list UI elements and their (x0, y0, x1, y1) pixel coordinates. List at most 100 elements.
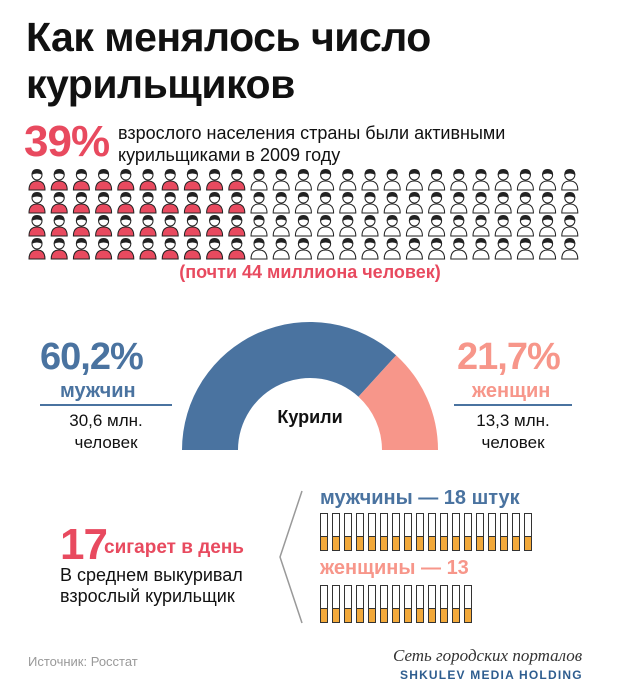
person-icon-smoker (228, 169, 246, 191)
person-icon-smoker (117, 215, 135, 237)
person-icon (317, 238, 335, 260)
person-icon (539, 238, 557, 260)
person-icon-smoker (139, 215, 157, 237)
person-icon (405, 238, 423, 260)
person-icon (317, 192, 335, 214)
person-icon (472, 238, 490, 260)
bracket-icon (279, 490, 303, 624)
women-divider (454, 404, 572, 406)
cigarette-icon (392, 513, 400, 551)
person-icon-smoker (183, 215, 201, 237)
person-icon (561, 169, 579, 191)
cigarette-icon (512, 513, 520, 551)
men-divider (40, 404, 172, 406)
person-icon (361, 192, 379, 214)
person-icon-smoker (28, 215, 46, 237)
cigarette-icon (488, 513, 496, 551)
adult-smoker-description: взрослого населения страны были активным… (118, 123, 506, 165)
person-icon-smoker (206, 215, 224, 237)
person-icon-smoker (161, 169, 179, 191)
cigarette-icon (404, 513, 412, 551)
person-icon (494, 238, 512, 260)
person-icon (472, 215, 490, 237)
cigarette-icon (320, 513, 328, 551)
smokers-gauge (182, 322, 438, 450)
person-icon-smoker (161, 192, 179, 214)
person-icon (561, 192, 579, 214)
cigarette-icon (332, 513, 340, 551)
cigarette-icon (320, 585, 328, 623)
person-icon (339, 215, 357, 237)
person-icon-smoker (183, 238, 201, 260)
women-label: женщин (472, 380, 551, 402)
person-icon (472, 192, 490, 214)
person-icon (539, 169, 557, 191)
person-icon (516, 169, 534, 191)
cigarette-icon (428, 513, 436, 551)
person-icon-smoker (50, 238, 68, 260)
cigarette-icon (332, 585, 340, 623)
person-icon (250, 215, 268, 237)
person-icon (561, 238, 579, 260)
person-icon (383, 192, 401, 214)
cigarette-icon (368, 585, 376, 623)
brand-logo: SHKULEV MEDIA HOLDING (400, 668, 583, 682)
cigarette-icon (464, 585, 472, 623)
person-icon-smoker (28, 238, 46, 260)
cigarette-icon (452, 513, 460, 551)
cigarette-icon (356, 585, 364, 623)
person-icon (383, 215, 401, 237)
person-icon (405, 169, 423, 191)
person-icon (294, 238, 312, 260)
men-count: 30,6 млн. человек (69, 411, 143, 452)
person-icon-smoker (228, 215, 246, 237)
cigarette-icon (428, 585, 436, 623)
women-count: 13,3 млн. человек (476, 411, 550, 452)
cigarette-icon (356, 513, 364, 551)
person-icon (294, 192, 312, 214)
person-icon-smoker (206, 192, 224, 214)
person-icon (405, 192, 423, 214)
person-icon (494, 215, 512, 237)
cigarette-icon (404, 585, 412, 623)
person-icon (405, 215, 423, 237)
person-icon-smoker (161, 238, 179, 260)
cigarettes-description: В среднем выкуривал взрослый курильщик (60, 565, 243, 606)
cigarette-icon (440, 513, 448, 551)
men-percent: 60,2% (40, 336, 144, 378)
person-icon (317, 169, 335, 191)
person-icon (494, 192, 512, 214)
person-icon (383, 169, 401, 191)
person-icon-smoker (228, 238, 246, 260)
person-icon (450, 192, 468, 214)
person-icon (361, 215, 379, 237)
person-icon (294, 169, 312, 191)
person-icon-smoker (95, 215, 113, 237)
person-icon (361, 169, 379, 191)
men-label: мужчин (60, 380, 136, 402)
cigarette-icon (464, 513, 472, 551)
person-icon (450, 215, 468, 237)
person-icon-smoker (228, 192, 246, 214)
person-icon-smoker (183, 169, 201, 191)
person-icon (516, 192, 534, 214)
cigarette-icon (416, 513, 424, 551)
person-icon-smoker (206, 169, 224, 191)
women-cigarettes-header: женщины — 13 (320, 557, 469, 579)
person-icon-smoker (50, 215, 68, 237)
person-icon-smoker (139, 169, 157, 191)
person-icon (339, 169, 357, 191)
cigarette-icon (380, 585, 388, 623)
gauge-center-label: Курили (277, 407, 343, 427)
women-cigarettes-row (320, 585, 472, 623)
person-icon-smoker (117, 169, 135, 191)
adult-smoker-total: (почти 44 миллиона человек) (179, 262, 441, 282)
person-icon-smoker (183, 192, 201, 214)
person-icon-smoker (72, 238, 90, 260)
person-icon-smoker (95, 238, 113, 260)
cigarette-icon (476, 513, 484, 551)
person-icon (516, 215, 534, 237)
person-icon (539, 192, 557, 214)
cigarette-icon (452, 585, 460, 623)
person-icon-smoker (161, 215, 179, 237)
